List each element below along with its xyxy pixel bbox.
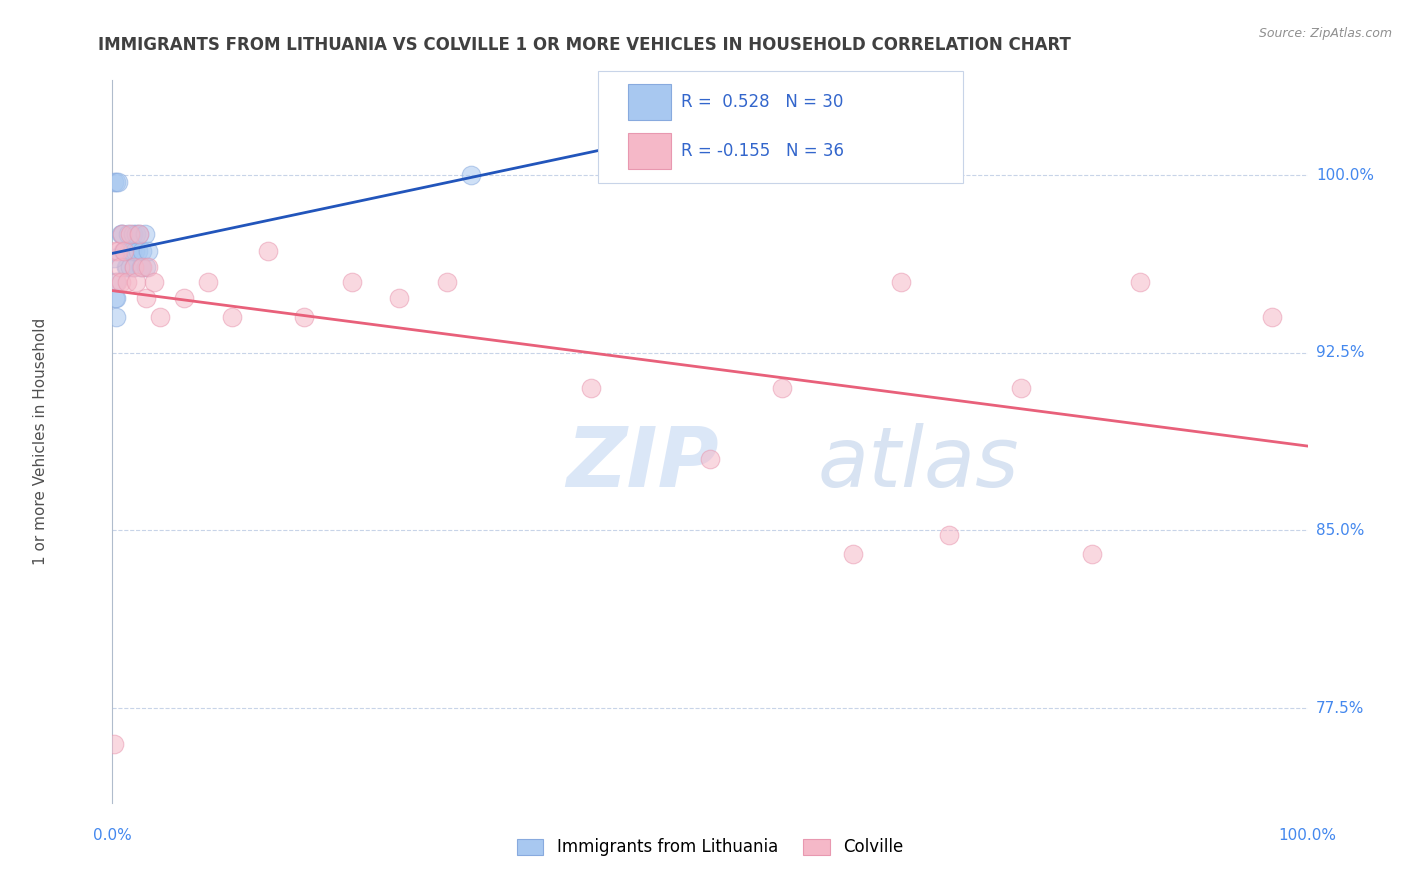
Point xyxy=(112,244,135,258)
Point xyxy=(938,528,960,542)
Point xyxy=(1081,547,1104,561)
Point xyxy=(1010,381,1032,395)
Point xyxy=(105,310,128,325)
Point xyxy=(579,381,602,395)
Point xyxy=(1261,310,1284,325)
Point xyxy=(388,291,411,305)
Point xyxy=(125,275,148,289)
Point xyxy=(105,275,128,289)
Point xyxy=(128,227,150,242)
Text: 77.5%: 77.5% xyxy=(1316,700,1364,715)
Point xyxy=(125,227,148,242)
Point xyxy=(257,244,280,258)
Text: ZIP: ZIP xyxy=(567,423,720,504)
Point xyxy=(173,291,195,305)
Text: IMMIGRANTS FROM LITHUANIA VS COLVILLE 1 OR MORE VEHICLES IN HOUSEHOLD CORRELATIO: IMMIGRANTS FROM LITHUANIA VS COLVILLE 1 … xyxy=(98,36,1071,54)
Point xyxy=(111,227,134,242)
Point xyxy=(842,547,865,561)
Point xyxy=(127,244,149,258)
Point xyxy=(143,275,166,289)
Point xyxy=(128,227,150,242)
Point xyxy=(890,275,912,289)
Point xyxy=(122,260,145,275)
Point xyxy=(120,260,142,275)
Point xyxy=(105,275,128,289)
Text: 0.0%: 0.0% xyxy=(93,828,132,843)
Point xyxy=(138,244,160,258)
Point xyxy=(111,227,134,242)
Point xyxy=(131,260,153,275)
Point xyxy=(118,244,141,258)
Point xyxy=(770,381,793,395)
Point xyxy=(121,227,143,242)
Point xyxy=(131,244,153,258)
Point xyxy=(135,291,157,305)
Point xyxy=(292,310,315,325)
Point xyxy=(104,244,127,258)
Point xyxy=(115,275,138,289)
Point xyxy=(1129,275,1152,289)
Point xyxy=(114,260,136,275)
Point xyxy=(115,260,138,275)
Point xyxy=(103,251,125,265)
Point xyxy=(117,227,139,242)
Point xyxy=(105,175,128,189)
Point xyxy=(104,291,127,305)
Text: R =  0.528   N = 30: R = 0.528 N = 30 xyxy=(681,93,842,111)
Text: 1 or more Vehicles in Household: 1 or more Vehicles in Household xyxy=(34,318,48,566)
Point xyxy=(149,310,172,325)
Text: 100.0%: 100.0% xyxy=(1316,168,1374,183)
Point xyxy=(110,227,132,242)
Text: Source: ZipAtlas.com: Source: ZipAtlas.com xyxy=(1258,27,1392,40)
Point xyxy=(107,244,129,258)
Point xyxy=(103,175,125,189)
Point xyxy=(460,168,482,182)
Point xyxy=(114,244,135,258)
Point xyxy=(120,227,142,242)
Point xyxy=(221,310,243,325)
Text: 92.5%: 92.5% xyxy=(1316,345,1364,360)
Point xyxy=(129,260,152,275)
Text: atlas: atlas xyxy=(818,423,1019,504)
Point xyxy=(122,260,145,275)
Legend: Immigrants from Lithuania, Colville: Immigrants from Lithuania, Colville xyxy=(510,831,910,863)
Point xyxy=(340,275,363,289)
Point xyxy=(110,275,132,289)
Point xyxy=(121,244,143,258)
Text: 100.0%: 100.0% xyxy=(1278,828,1337,843)
Point xyxy=(436,275,458,289)
Point xyxy=(103,737,125,751)
Point xyxy=(108,260,131,275)
Point xyxy=(699,452,721,467)
Point xyxy=(197,275,219,289)
Point xyxy=(134,227,156,242)
Point xyxy=(138,260,160,275)
Text: R = -0.155   N = 36: R = -0.155 N = 36 xyxy=(681,142,844,161)
Point xyxy=(124,244,146,258)
Point xyxy=(107,175,129,189)
Point xyxy=(114,244,135,258)
Point xyxy=(135,260,157,275)
Point xyxy=(105,291,128,305)
Text: 85.0%: 85.0% xyxy=(1316,523,1364,538)
